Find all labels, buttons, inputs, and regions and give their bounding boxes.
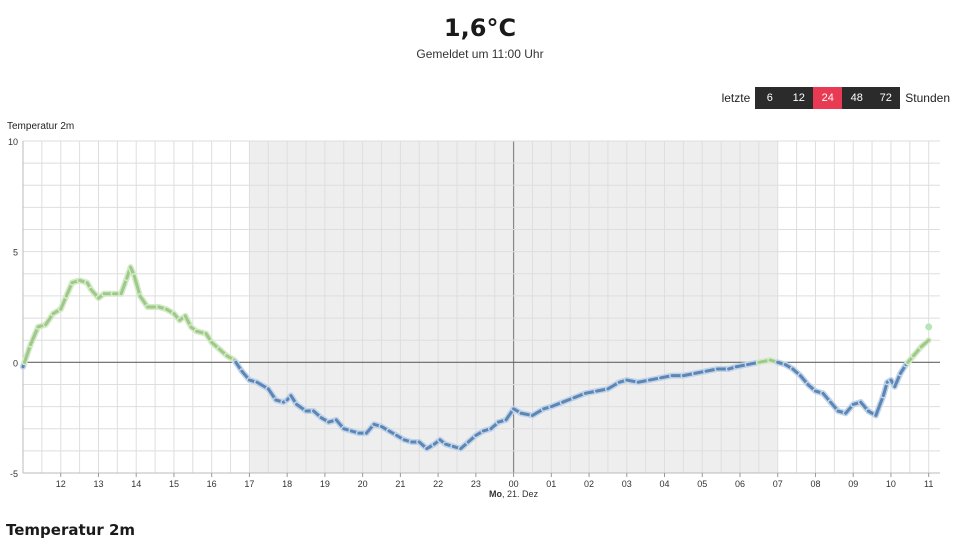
y-tick-label: 10 — [8, 137, 18, 147]
section-title: Temperatur 2m — [6, 521, 136, 539]
x-tick-label: 23 — [471, 479, 481, 489]
series-segment-negative — [874, 394, 885, 417]
range-button-72[interactable]: 72 — [871, 87, 901, 109]
range-button-12[interactable]: 12 — [784, 87, 814, 109]
date-label-day: Mo — [489, 489, 502, 499]
time-range-selector: letzte 6 12 24 48 72 Stunden — [722, 87, 950, 109]
series-segment-positive — [23, 343, 33, 364]
date-label-date: , 21. Dez — [502, 489, 539, 499]
x-tick-label: 00 — [509, 479, 519, 489]
y-tick-label: 0 — [13, 358, 18, 368]
y-tick-label: -5 — [10, 469, 18, 479]
range-button-48[interactable]: 48 — [842, 87, 872, 109]
x-tick-label: 22 — [433, 479, 443, 489]
x-tick-label: 06 — [735, 479, 745, 489]
x-tick-label: 13 — [93, 479, 103, 489]
x-tick-label: 14 — [131, 479, 141, 489]
x-tick-label: 03 — [622, 479, 632, 489]
range-prefix-label: letzte — [721, 91, 751, 105]
x-tick-label: 19 — [320, 479, 330, 489]
x-tick-label: 11 — [924, 479, 933, 489]
y-tick-label: 5 — [13, 248, 18, 258]
x-tick-label: 09 — [848, 479, 858, 489]
x-tick-label: 12 — [56, 479, 66, 489]
range-button-24[interactable]: 24 — [813, 87, 843, 109]
x-tick-label: 01 — [546, 479, 556, 489]
series-segment-positive — [29, 325, 40, 347]
x-tick-label: 20 — [358, 479, 368, 489]
x-tick-label: 08 — [810, 479, 820, 489]
x-tick-label: 18 — [282, 479, 292, 489]
x-tick-label: 04 — [660, 479, 670, 489]
current-reading-point — [925, 323, 933, 331]
series-segment-positive — [919, 338, 931, 349]
x-tick-label: 10 — [886, 479, 896, 489]
reported-time: Gemeldet um 11:00 Uhr — [416, 47, 544, 61]
x-tick-label: 05 — [697, 479, 707, 489]
x-tick-label: 17 — [244, 479, 254, 489]
date-label: Mo, 21. Dez — [489, 489, 539, 499]
current-temperature: 1,6°C — [443, 14, 517, 42]
range-suffix-label: Stunden — [905, 91, 950, 105]
series-segment-positive — [132, 274, 142, 298]
y-axis-label: Temperatur 2m — [7, 121, 75, 132]
x-tick-label: 16 — [207, 479, 217, 489]
temperature-chart: 10 5 0 -5 12 13 14 15 16 17 18 19 20 21 22 23 00 01 02 03 04… — [8, 137, 940, 499]
x-tick-label: 02 — [584, 479, 594, 489]
x-tick-label: 07 — [773, 479, 783, 489]
x-tick-label: 21 — [395, 479, 405, 489]
range-button-6[interactable]: 6 — [755, 87, 785, 109]
x-tick-label: 15 — [169, 479, 179, 489]
